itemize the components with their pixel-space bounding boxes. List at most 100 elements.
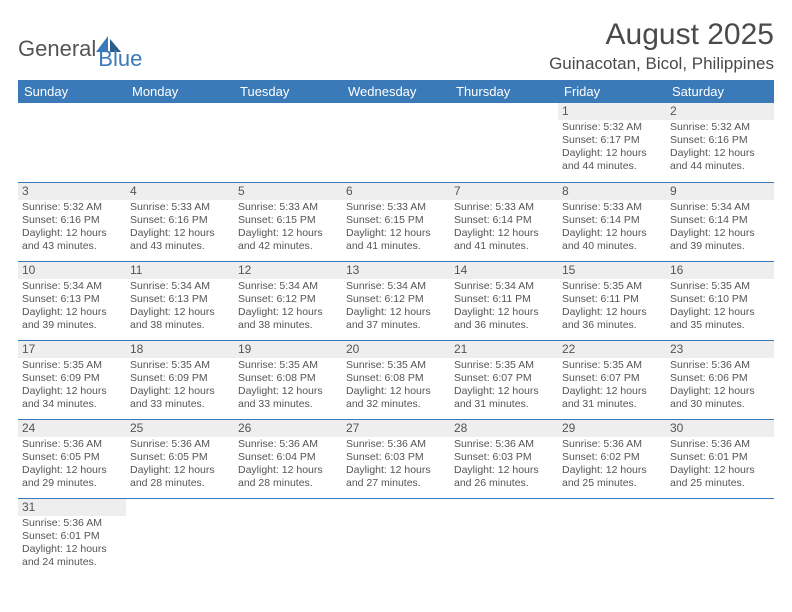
calendar-cell: 31Sunrise: 5:36 AMSunset: 6:01 PMDayligh… (18, 498, 126, 577)
calendar-cell (342, 103, 450, 182)
calendar-cell: 11Sunrise: 5:34 AMSunset: 6:13 PMDayligh… (126, 261, 234, 340)
location: Guinacotan, Bicol, Philippines (549, 54, 774, 74)
weekday-header: Tuesday (234, 80, 342, 103)
calendar-cell: 18Sunrise: 5:35 AMSunset: 6:09 PMDayligh… (126, 340, 234, 419)
calendar-cell: 13Sunrise: 5:34 AMSunset: 6:12 PMDayligh… (342, 261, 450, 340)
day-number: 15 (558, 262, 666, 279)
header: General Blue August 2025 Guinacotan, Bic… (18, 18, 774, 74)
logo: General Blue (18, 26, 142, 72)
day-number: 1 (558, 103, 666, 120)
day-details: Sunrise: 5:33 AMSunset: 6:14 PMDaylight:… (450, 200, 558, 255)
calendar-row: 24Sunrise: 5:36 AMSunset: 6:05 PMDayligh… (18, 419, 774, 498)
day-number: 24 (18, 420, 126, 437)
day-details: Sunrise: 5:36 AMSunset: 6:03 PMDaylight:… (450, 437, 558, 492)
day-number: 8 (558, 183, 666, 200)
calendar-cell (342, 498, 450, 577)
day-details: Sunrise: 5:32 AMSunset: 6:16 PMDaylight:… (666, 120, 774, 175)
calendar-row: 1Sunrise: 5:32 AMSunset: 6:17 PMDaylight… (18, 103, 774, 182)
title-block: August 2025 Guinacotan, Bicol, Philippin… (549, 18, 774, 74)
day-details: Sunrise: 5:34 AMSunset: 6:12 PMDaylight:… (342, 279, 450, 334)
calendar-cell (450, 498, 558, 577)
calendar-cell: 26Sunrise: 5:36 AMSunset: 6:04 PMDayligh… (234, 419, 342, 498)
calendar-row: 10Sunrise: 5:34 AMSunset: 6:13 PMDayligh… (18, 261, 774, 340)
day-number: 26 (234, 420, 342, 437)
day-details: Sunrise: 5:36 AMSunset: 6:05 PMDaylight:… (18, 437, 126, 492)
calendar-cell: 8Sunrise: 5:33 AMSunset: 6:14 PMDaylight… (558, 182, 666, 261)
calendar-cell (234, 103, 342, 182)
day-number (18, 103, 126, 105)
day-number (342, 103, 450, 105)
day-details: Sunrise: 5:35 AMSunset: 6:11 PMDaylight:… (558, 279, 666, 334)
day-details: Sunrise: 5:32 AMSunset: 6:16 PMDaylight:… (18, 200, 126, 255)
logo-text-blue: Blue (98, 46, 142, 72)
calendar-body: 1Sunrise: 5:32 AMSunset: 6:17 PMDaylight… (18, 103, 774, 577)
weekday-header-row: Sunday Monday Tuesday Wednesday Thursday… (18, 80, 774, 103)
day-number: 30 (666, 420, 774, 437)
day-details: Sunrise: 5:35 AMSunset: 6:07 PMDaylight:… (450, 358, 558, 413)
day-number: 25 (126, 420, 234, 437)
calendar-cell: 15Sunrise: 5:35 AMSunset: 6:11 PMDayligh… (558, 261, 666, 340)
calendar-cell: 12Sunrise: 5:34 AMSunset: 6:12 PMDayligh… (234, 261, 342, 340)
day-number (666, 499, 774, 501)
calendar-cell (234, 498, 342, 577)
day-details: Sunrise: 5:34 AMSunset: 6:13 PMDaylight:… (126, 279, 234, 334)
calendar-table: Sunday Monday Tuesday Wednesday Thursday… (18, 80, 774, 577)
day-number: 3 (18, 183, 126, 200)
weekday-header: Sunday (18, 80, 126, 103)
calendar-cell: 21Sunrise: 5:35 AMSunset: 6:07 PMDayligh… (450, 340, 558, 419)
day-number: 18 (126, 341, 234, 358)
day-details: Sunrise: 5:35 AMSunset: 6:09 PMDaylight:… (18, 358, 126, 413)
calendar-cell: 20Sunrise: 5:35 AMSunset: 6:08 PMDayligh… (342, 340, 450, 419)
day-number: 12 (234, 262, 342, 279)
calendar-cell: 30Sunrise: 5:36 AMSunset: 6:01 PMDayligh… (666, 419, 774, 498)
day-details: Sunrise: 5:36 AMSunset: 6:02 PMDaylight:… (558, 437, 666, 492)
calendar-row: 17Sunrise: 5:35 AMSunset: 6:09 PMDayligh… (18, 340, 774, 419)
calendar-cell: 14Sunrise: 5:34 AMSunset: 6:11 PMDayligh… (450, 261, 558, 340)
calendar-cell: 17Sunrise: 5:35 AMSunset: 6:09 PMDayligh… (18, 340, 126, 419)
day-details: Sunrise: 5:33 AMSunset: 6:16 PMDaylight:… (126, 200, 234, 255)
day-number: 10 (18, 262, 126, 279)
day-number (126, 103, 234, 105)
calendar-row: 3Sunrise: 5:32 AMSunset: 6:16 PMDaylight… (18, 182, 774, 261)
day-number: 23 (666, 341, 774, 358)
day-details: Sunrise: 5:33 AMSunset: 6:15 PMDaylight:… (342, 200, 450, 255)
month-title: August 2025 (549, 18, 774, 52)
calendar-cell: 25Sunrise: 5:36 AMSunset: 6:05 PMDayligh… (126, 419, 234, 498)
day-details: Sunrise: 5:34 AMSunset: 6:11 PMDaylight:… (450, 279, 558, 334)
day-details: Sunrise: 5:34 AMSunset: 6:12 PMDaylight:… (234, 279, 342, 334)
day-number: 28 (450, 420, 558, 437)
weekday-header: Saturday (666, 80, 774, 103)
day-number: 6 (342, 183, 450, 200)
day-details: Sunrise: 5:35 AMSunset: 6:08 PMDaylight:… (342, 358, 450, 413)
day-details: Sunrise: 5:35 AMSunset: 6:09 PMDaylight:… (126, 358, 234, 413)
day-details: Sunrise: 5:34 AMSunset: 6:13 PMDaylight:… (18, 279, 126, 334)
weekday-header: Monday (126, 80, 234, 103)
day-number: 14 (450, 262, 558, 279)
day-details: Sunrise: 5:35 AMSunset: 6:07 PMDaylight:… (558, 358, 666, 413)
day-number (234, 103, 342, 105)
day-details: Sunrise: 5:35 AMSunset: 6:08 PMDaylight:… (234, 358, 342, 413)
calendar-cell: 23Sunrise: 5:36 AMSunset: 6:06 PMDayligh… (666, 340, 774, 419)
day-number: 22 (558, 341, 666, 358)
calendar-cell: 16Sunrise: 5:35 AMSunset: 6:10 PMDayligh… (666, 261, 774, 340)
calendar-cell: 6Sunrise: 5:33 AMSunset: 6:15 PMDaylight… (342, 182, 450, 261)
day-number: 19 (234, 341, 342, 358)
calendar-cell: 29Sunrise: 5:36 AMSunset: 6:02 PMDayligh… (558, 419, 666, 498)
day-details: Sunrise: 5:36 AMSunset: 6:01 PMDaylight:… (18, 516, 126, 571)
day-details: Sunrise: 5:36 AMSunset: 6:03 PMDaylight:… (342, 437, 450, 492)
calendar-cell: 19Sunrise: 5:35 AMSunset: 6:08 PMDayligh… (234, 340, 342, 419)
day-number: 4 (126, 183, 234, 200)
day-number: 17 (18, 341, 126, 358)
logo-text-general: General (18, 36, 96, 62)
day-details: Sunrise: 5:32 AMSunset: 6:17 PMDaylight:… (558, 120, 666, 175)
day-details: Sunrise: 5:33 AMSunset: 6:14 PMDaylight:… (558, 200, 666, 255)
calendar-row: 31Sunrise: 5:36 AMSunset: 6:01 PMDayligh… (18, 498, 774, 577)
day-number (450, 103, 558, 105)
weekday-header: Friday (558, 80, 666, 103)
day-number: 9 (666, 183, 774, 200)
day-details: Sunrise: 5:36 AMSunset: 6:04 PMDaylight:… (234, 437, 342, 492)
day-details: Sunrise: 5:36 AMSunset: 6:01 PMDaylight:… (666, 437, 774, 492)
calendar-cell (18, 103, 126, 182)
day-number (342, 499, 450, 501)
day-number: 2 (666, 103, 774, 120)
